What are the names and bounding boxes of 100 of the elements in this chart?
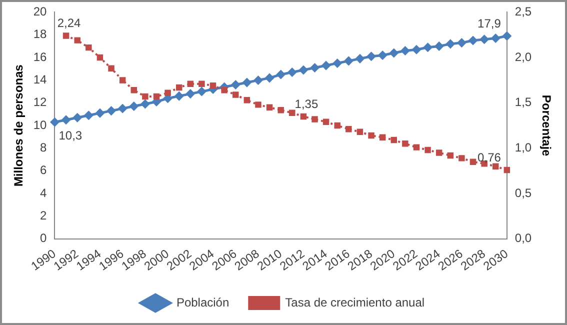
point xyxy=(491,34,500,43)
point xyxy=(413,144,420,150)
point xyxy=(231,80,240,89)
point xyxy=(367,52,376,61)
point xyxy=(402,140,408,147)
point xyxy=(492,163,499,170)
point xyxy=(446,40,455,48)
point xyxy=(400,46,410,55)
y-tick-label: 10 xyxy=(33,118,48,132)
y-tick-label: 18 xyxy=(33,27,48,42)
point xyxy=(62,116,70,124)
y2-tick-label: 0,5 xyxy=(514,186,532,200)
point xyxy=(457,38,466,48)
data-label: 17,9 xyxy=(478,16,502,30)
point xyxy=(436,150,442,156)
y-tick-label: 20 xyxy=(33,4,48,19)
point xyxy=(221,87,228,94)
point xyxy=(242,78,252,87)
point xyxy=(266,104,273,111)
y2-tick-label: 0,0 xyxy=(514,231,532,246)
point xyxy=(197,87,206,96)
point xyxy=(130,87,137,94)
data-label: 0,76 xyxy=(478,150,502,164)
point xyxy=(502,32,512,40)
point xyxy=(96,54,104,61)
point xyxy=(130,102,138,111)
point xyxy=(198,80,205,87)
y-tick-label: 12 xyxy=(33,95,48,110)
point xyxy=(344,56,353,66)
y-tick-label: 8 xyxy=(40,140,48,155)
data-label: 2,24 xyxy=(57,16,82,30)
point xyxy=(276,70,286,79)
point xyxy=(210,82,216,89)
point xyxy=(470,158,476,165)
point xyxy=(322,61,330,70)
point xyxy=(255,102,262,108)
y-tick-label: 14 xyxy=(33,72,48,87)
point xyxy=(447,152,454,159)
point xyxy=(504,166,510,174)
point xyxy=(118,104,127,113)
point xyxy=(164,90,171,96)
point xyxy=(265,74,274,82)
y2-tick-label: 1,0 xyxy=(514,140,532,155)
point xyxy=(84,111,93,120)
legend-label: Población xyxy=(176,295,230,310)
point xyxy=(300,113,307,120)
point xyxy=(176,84,182,91)
point xyxy=(119,77,126,84)
y-axis-title: Millones de personas xyxy=(12,64,26,187)
point xyxy=(368,132,374,139)
point xyxy=(379,134,386,140)
point xyxy=(107,106,116,116)
point xyxy=(312,116,318,122)
point xyxy=(108,65,114,72)
legend-label: Tasa de crecimiento anual xyxy=(285,295,425,310)
point xyxy=(288,68,296,77)
point xyxy=(278,107,284,114)
point xyxy=(424,43,432,52)
y-tick-label: 0 xyxy=(40,231,48,246)
y2-tick-label: 2,5 xyxy=(514,4,532,19)
point xyxy=(50,118,59,126)
point xyxy=(153,93,160,100)
point xyxy=(390,136,397,144)
point xyxy=(186,90,195,98)
point xyxy=(378,51,387,60)
point xyxy=(346,126,352,132)
y2-tick-label: 2,0 xyxy=(514,50,532,64)
point xyxy=(86,44,92,51)
y-tick-label: 6 xyxy=(40,163,48,178)
y-tick-label: 4 xyxy=(40,186,48,200)
point xyxy=(142,93,148,100)
point xyxy=(96,108,104,118)
data-label: 1,35 xyxy=(294,96,318,111)
point xyxy=(390,48,398,58)
point xyxy=(74,37,80,44)
y-tick-label: 2 xyxy=(40,208,48,223)
point xyxy=(356,128,364,136)
point xyxy=(356,54,364,63)
point xyxy=(62,32,70,39)
point xyxy=(299,66,308,74)
point xyxy=(232,92,239,98)
point xyxy=(289,110,296,116)
data-label: 10,3 xyxy=(58,128,82,142)
point xyxy=(334,122,340,129)
point xyxy=(187,80,194,87)
point xyxy=(174,92,184,100)
point xyxy=(458,155,465,162)
point xyxy=(254,76,262,84)
point xyxy=(140,100,150,108)
point xyxy=(310,63,319,72)
point xyxy=(412,45,421,54)
point xyxy=(424,146,431,154)
y-tick-label: 16 xyxy=(33,50,48,64)
point xyxy=(244,97,250,104)
point xyxy=(322,118,330,126)
y2-axis-title: Porcentaje xyxy=(539,94,554,157)
point xyxy=(480,35,489,44)
point xyxy=(333,58,342,68)
y2-tick-label: 1,5 xyxy=(514,95,532,110)
point xyxy=(434,42,444,50)
